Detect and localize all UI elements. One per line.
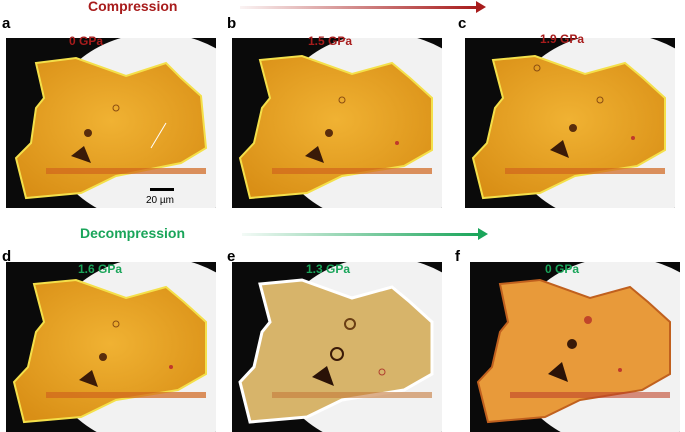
micrograph-f xyxy=(470,262,680,432)
pressure-label-a: 0 GPa xyxy=(68,34,104,48)
scale-bar xyxy=(150,188,174,191)
pressure-label-d: 1.6 GPa xyxy=(77,262,123,276)
panel-letter-d: d xyxy=(2,248,12,265)
compression-arrow xyxy=(240,1,486,13)
micrograph-a xyxy=(6,38,216,208)
compression-title: Compression xyxy=(88,0,178,14)
micrograph-b xyxy=(232,38,442,208)
pressure-label-c: 1.9 GPa xyxy=(539,32,585,46)
micrograph-c xyxy=(465,38,675,208)
panel-letter-b: b xyxy=(227,15,237,32)
panel-letter-e: e xyxy=(227,248,236,265)
scale-bar-label: 20 µm xyxy=(146,195,174,206)
panel-letter-f: f xyxy=(455,248,460,265)
micrograph-e xyxy=(232,262,442,432)
decompression-title: Decompression xyxy=(80,225,186,241)
panel-letter-a: a xyxy=(2,15,11,32)
pressure-label-b: 1.5 GPa xyxy=(307,34,353,48)
pressure-label-f: 0 GPa xyxy=(544,262,580,276)
panel-letter-c: c xyxy=(458,15,467,32)
decompression-arrow xyxy=(242,228,488,240)
pressure-label-e: 1.3 GPa xyxy=(305,262,351,276)
micrograph-d xyxy=(6,262,216,432)
